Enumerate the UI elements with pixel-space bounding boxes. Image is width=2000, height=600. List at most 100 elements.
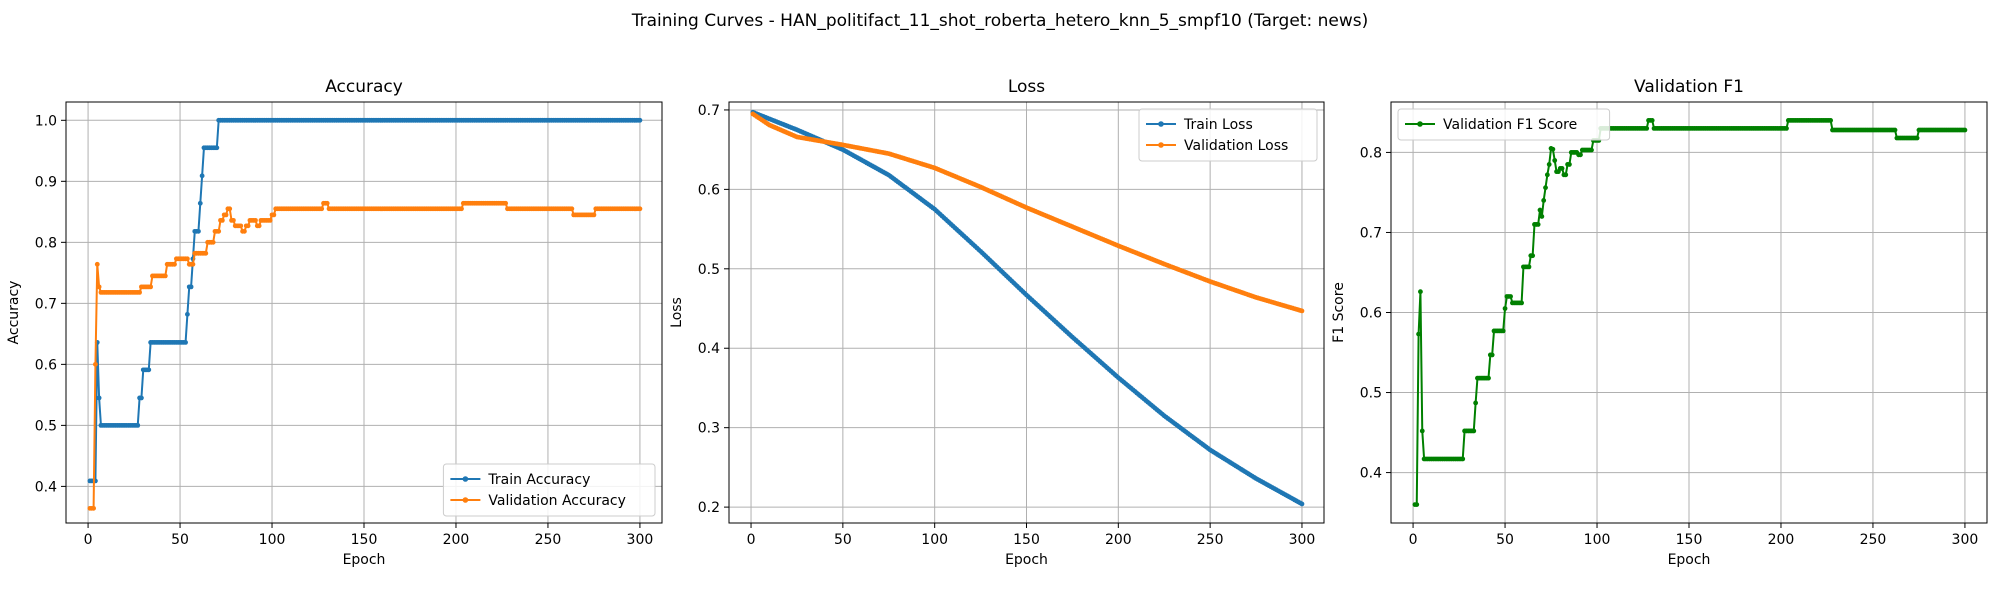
data-point	[1649, 118, 1655, 123]
legend-frame	[1397, 108, 1611, 141]
data-point	[93, 361, 98, 367]
data-point	[96, 395, 102, 401]
data-point	[96, 284, 102, 290]
data-point	[1537, 207, 1543, 213]
data-point	[185, 311, 190, 317]
data-point	[223, 212, 229, 218]
legend-marker	[462, 497, 469, 503]
data-point	[1460, 456, 1466, 462]
series-line	[89, 202, 640, 510]
legend-marker	[1158, 121, 1164, 127]
series-train-accuracy	[87, 117, 643, 484]
subplot-3: 0 50 100 150 200 250 300 0.4 0.5 0.6 0.7 0.8 Validat…	[1331, 77, 1988, 568]
data-point	[637, 117, 643, 123]
x-tick-label: 150	[351, 532, 378, 548]
data-point	[242, 228, 247, 234]
x-tick-label: 200	[1768, 532, 1795, 548]
data-point	[1519, 300, 1524, 306]
series-train-loss	[750, 109, 1305, 507]
x-axis-label: Epoch	[1668, 552, 1711, 568]
subplots: 0 50 100 150 200 250 300 0.4 0.5 0.6 0.7 0.8 0.9 1.0 A…	[6, 77, 1988, 568]
legend-label: Validation F1 Score	[1443, 117, 1577, 133]
data-point	[1500, 328, 1506, 334]
data-point	[197, 200, 203, 206]
data-point	[1546, 162, 1552, 167]
data-point	[219, 217, 225, 223]
data-point	[1784, 126, 1789, 131]
data-point	[1299, 501, 1305, 507]
data-point	[1418, 289, 1423, 295]
x-tick-label: 50	[171, 532, 189, 548]
legend-marker	[462, 476, 469, 482]
y-tick-label: 0.6	[698, 182, 720, 198]
x-tick-label: 0	[1409, 532, 1418, 548]
data-point	[1962, 127, 1968, 133]
data-point	[183, 340, 188, 345]
data-point	[1567, 162, 1572, 167]
data-point	[503, 200, 509, 206]
data-point	[256, 223, 262, 229]
data-point	[185, 256, 190, 262]
y-tick-label: 0.7	[698, 103, 720, 119]
x-tick-label: 50	[1496, 532, 1514, 548]
x-tick-label: 300	[1952, 532, 1979, 548]
data-point	[1526, 264, 1532, 270]
data-point	[231, 217, 236, 223]
x-tick-label: 200	[1105, 532, 1132, 548]
y-tick-label: 0.4	[35, 479, 57, 495]
data-point	[146, 367, 152, 373]
data-point	[267, 217, 273, 223]
data-point	[172, 261, 177, 267]
data-point	[1535, 222, 1541, 227]
data-point	[199, 173, 205, 179]
legend-label: Train Accuracy	[487, 472, 590, 488]
x-tick-label: 150	[1013, 532, 1040, 548]
y-tick-label: 1.0	[35, 113, 57, 129]
data-point	[148, 284, 154, 290]
data-point	[188, 284, 194, 290]
series-line	[752, 111, 1303, 505]
y-tick-label: 0.7	[1360, 225, 1382, 241]
data-point	[1502, 306, 1508, 311]
subplot-title: Loss	[1008, 77, 1045, 97]
data-point	[1530, 253, 1536, 259]
data-point	[139, 395, 144, 401]
y-tick-label: 0.4	[698, 341, 720, 357]
x-tick-label: 300	[627, 532, 654, 548]
data-point	[1416, 331, 1421, 337]
data-point	[214, 145, 220, 151]
series-validation-f1-score	[1412, 118, 1968, 507]
data-point	[238, 223, 244, 229]
data-point	[637, 206, 643, 212]
y-tick-label: 0.7	[35, 296, 57, 312]
data-point	[1563, 172, 1569, 178]
x-tick-label: 250	[1860, 532, 1887, 548]
x-tick-label: 100	[259, 532, 286, 548]
y-tick-label: 0.5	[698, 262, 720, 278]
data-point	[203, 250, 209, 256]
data-point	[1892, 127, 1898, 133]
data-point	[210, 239, 216, 245]
data-point	[1419, 428, 1425, 434]
legend: Validation F1 Score	[1397, 108, 1611, 141]
y-tick-label: 0.8	[1360, 145, 1382, 161]
legend: Train Accuracy Validation Accuracy	[442, 463, 656, 517]
data-point	[1489, 352, 1495, 358]
x-tick-label: 100	[921, 532, 948, 548]
data-point	[1544, 172, 1550, 178]
data-point	[1508, 294, 1513, 299]
data-point	[1578, 152, 1583, 158]
x-axis-label: Epoch	[343, 552, 386, 568]
y-tick-label: 0.4	[1360, 466, 1382, 482]
x-tick-label: 100	[1584, 532, 1611, 548]
x-tick-label: 150	[1676, 532, 1703, 548]
x-axis-label: Epoch	[1005, 552, 1048, 568]
legend-marker	[1158, 142, 1164, 148]
legend-label: Train Loss	[1183, 117, 1253, 133]
data-point	[1486, 375, 1491, 381]
data-point	[324, 200, 330, 206]
y-tick-label: 0.5	[35, 418, 57, 434]
data-point	[459, 206, 464, 212]
data-point	[1473, 400, 1479, 406]
